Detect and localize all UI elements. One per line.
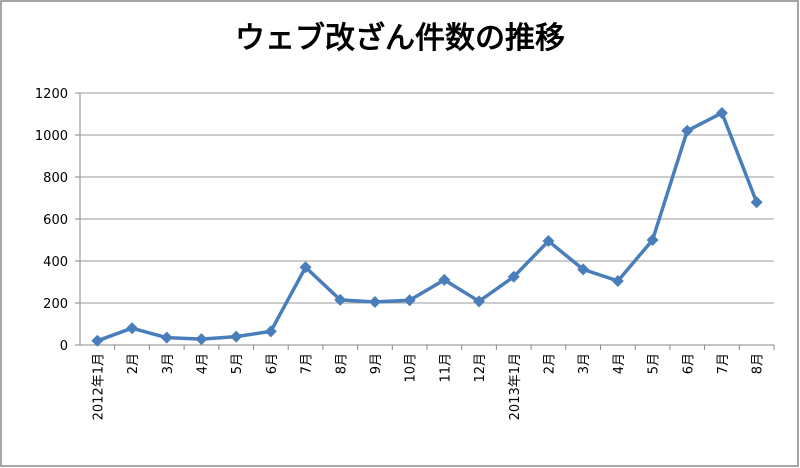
marker xyxy=(299,261,312,274)
marker xyxy=(507,270,520,283)
x-tick-label: 8月 xyxy=(751,353,766,374)
marker xyxy=(403,294,416,307)
marker xyxy=(126,322,139,335)
x-tick-label: 10月 xyxy=(404,353,419,383)
marker xyxy=(230,330,243,343)
y-tick-label: 200 xyxy=(43,297,68,312)
marker xyxy=(91,334,104,347)
line xyxy=(96,111,759,343)
x-tick-label: 2月 xyxy=(126,353,141,374)
x-tick-label: 7月 xyxy=(716,353,731,374)
chart-title: ウェブ改ざん件数の推移 xyxy=(235,21,565,56)
x-tick-label: 6月 xyxy=(681,353,696,374)
marker xyxy=(681,124,694,137)
y-tick-label: 400 xyxy=(43,255,68,270)
marker xyxy=(611,274,624,287)
x-tick-label: 2013年1月 xyxy=(508,353,523,420)
x-tick-label: 5月 xyxy=(647,353,662,374)
marker xyxy=(542,235,555,248)
x-tick-label: 2012年1月 xyxy=(91,353,106,420)
x-tick-label: 5月 xyxy=(230,353,245,374)
marker xyxy=(334,293,347,306)
x-tick-label: 11月 xyxy=(438,353,453,383)
y-tick-label: 1200 xyxy=(35,87,68,102)
marker xyxy=(195,333,208,346)
x-tick-label: 4月 xyxy=(612,353,627,374)
marker xyxy=(160,331,173,344)
y-tick-label: 800 xyxy=(43,171,68,186)
marker xyxy=(750,196,763,209)
x-tick-label: 2月 xyxy=(542,353,557,374)
x-tick-label: 8月 xyxy=(334,353,349,374)
y-tick-label: 600 xyxy=(43,213,68,228)
x-tick-label: 3月 xyxy=(161,353,176,374)
marker xyxy=(715,106,728,119)
y-tick-label: 1000 xyxy=(35,129,68,144)
y-tick-label: 0 xyxy=(60,339,68,354)
marker xyxy=(264,325,277,338)
marker xyxy=(368,295,381,308)
marker xyxy=(646,234,659,246)
x-tick-label: 3月 xyxy=(577,353,592,374)
x-tick-label: 6月 xyxy=(265,353,280,374)
x-tick-label: 4月 xyxy=(195,353,210,374)
x-tick-label: 9月 xyxy=(369,353,384,374)
x-tick-label: 12月 xyxy=(473,353,488,383)
marker xyxy=(577,263,590,276)
marker xyxy=(438,273,451,286)
marker xyxy=(473,295,486,308)
x-tick-label: 7月 xyxy=(300,353,315,374)
